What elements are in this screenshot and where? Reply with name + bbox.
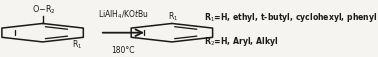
Text: LiAlH$_4$/KO$t$Bu: LiAlH$_4$/KO$t$Bu [98,8,149,21]
Text: 180°C: 180°C [112,46,135,54]
Text: R$_2$=H, Aryl, Alkyl: R$_2$=H, Aryl, Alkyl [204,35,279,47]
Text: R$_1$: R$_1$ [168,10,178,22]
Text: R$_1$: R$_1$ [71,38,82,51]
Text: O$-$R$_2$: O$-$R$_2$ [32,4,55,16]
Text: R$_1$=H, ethyl, t-butyl, cyclohexyl, phenyl: R$_1$=H, ethyl, t-butyl, cyclohexyl, phe… [204,11,378,24]
